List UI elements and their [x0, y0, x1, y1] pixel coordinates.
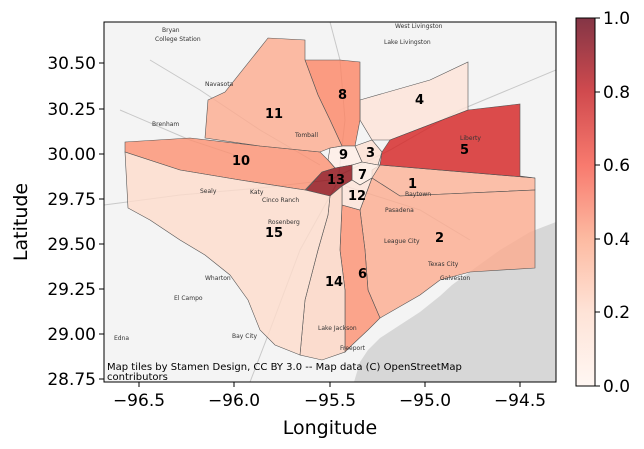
svg-text:Rosenberg: Rosenberg: [268, 219, 300, 226]
y-tick-label: 28.75: [47, 370, 96, 390]
attribution-line-1: Map tiles by Stamen Design, CC BY 3.0 --…: [107, 362, 462, 373]
regions: [124, 37, 536, 361]
colorbar-tick-label: 1.0: [603, 9, 630, 29]
x-tick-label: −95.0: [399, 391, 451, 411]
y-tick-label: 29.00: [47, 325, 96, 345]
x-axis-label: Longitude: [283, 417, 378, 439]
region-labels: 1 2 3 4 5 6 7 8 9 10 11 12 13 14 15: [232, 88, 469, 290]
svg-text:Liberty: Liberty: [460, 135, 481, 142]
colorbar: 0.0 0.2 0.4 0.6 0.8 1.0: [575, 9, 630, 397]
svg-text:El Campo: El Campo: [174, 295, 203, 302]
region-label-2: 2: [435, 231, 444, 246]
x-axis: −96.5 −96.0 −95.5 −95.0 −94.5: [113, 382, 546, 411]
x-tick-label: −95.5: [304, 391, 356, 411]
svg-text:Lake Livingston: Lake Livingston: [384, 39, 431, 46]
colorbar-gradient: [575, 17, 596, 387]
x-tick-label: −96.0: [208, 391, 260, 411]
svg-text:Lake Jackson: Lake Jackson: [318, 325, 357, 332]
svg-text:Katy: Katy: [250, 189, 264, 196]
region-label-7: 7: [358, 168, 367, 183]
region-label-14: 14: [325, 275, 343, 290]
svg-text:Freeport: Freeport: [340, 345, 366, 352]
y-tick-label: 30.00: [47, 145, 96, 165]
y-tick-label: 29.50: [47, 235, 96, 255]
colorbar-tick-label: 0.8: [603, 83, 630, 103]
colorbar-tick-label: 0.0: [603, 377, 630, 397]
region-label-8: 8: [338, 88, 347, 103]
region-label-10: 10: [232, 154, 250, 169]
colorbar-tick-label: 0.4: [603, 230, 630, 250]
svg-text:Navasota: Navasota: [205, 81, 234, 88]
y-tick-label: 29.75: [47, 190, 96, 210]
svg-text:Bay City: Bay City: [232, 333, 257, 340]
region-label-4: 4: [415, 93, 424, 108]
region-label-6: 6: [358, 267, 367, 282]
y-axis-label: Latitude: [10, 183, 32, 261]
svg-text:Baytown: Baytown: [405, 191, 431, 198]
place-names: Bryan College Station West Livingston La…: [114, 23, 481, 352]
region-label-1: 1: [408, 177, 417, 192]
y-tick-label: 30.25: [47, 100, 96, 120]
svg-text:Galveston: Galveston: [440, 275, 470, 282]
region-15: [124, 151, 331, 356]
svg-text:Pasadena: Pasadena: [385, 207, 414, 214]
svg-text:Tomball: Tomball: [294, 132, 318, 139]
x-tick-label: −96.5: [113, 391, 165, 411]
y-tick-label: 29.25: [47, 280, 96, 300]
colorbar-tick-label: 0.6: [603, 156, 630, 176]
region-label-5: 5: [460, 143, 469, 158]
region-label-13: 13: [327, 173, 345, 188]
svg-text:College Station: College Station: [155, 36, 201, 43]
region-11: [204, 37, 343, 153]
svg-text:Brenham: Brenham: [152, 121, 179, 128]
svg-text:Sealy: Sealy: [200, 188, 217, 195]
region-label-3: 3: [366, 146, 375, 161]
svg-text:Cinco Ranch: Cinco Ranch: [262, 197, 299, 204]
attribution-line-2: contributors: [107, 372, 168, 383]
svg-text:League City: League City: [384, 238, 420, 245]
region-5: [379, 103, 536, 179]
svg-text:Texas City: Texas City: [427, 261, 459, 268]
svg-text:West Livingston: West Livingston: [395, 23, 443, 30]
svg-text:Wharton: Wharton: [205, 275, 231, 282]
region-label-12: 12: [348, 189, 366, 204]
colorbar-tick-label: 0.2: [603, 303, 630, 323]
svg-text:Edna: Edna: [114, 335, 129, 342]
region-label-9: 9: [339, 148, 348, 163]
y-tick-label: 30.50: [47, 54, 96, 74]
x-tick-label: −94.5: [494, 391, 546, 411]
region-label-15: 15: [265, 226, 283, 241]
svg-text:Bryan: Bryan: [162, 27, 180, 34]
y-axis: 28.75 29.00 29.25 29.50 29.75 30.00 30.2…: [47, 54, 104, 390]
region-label-11: 11: [265, 107, 283, 122]
